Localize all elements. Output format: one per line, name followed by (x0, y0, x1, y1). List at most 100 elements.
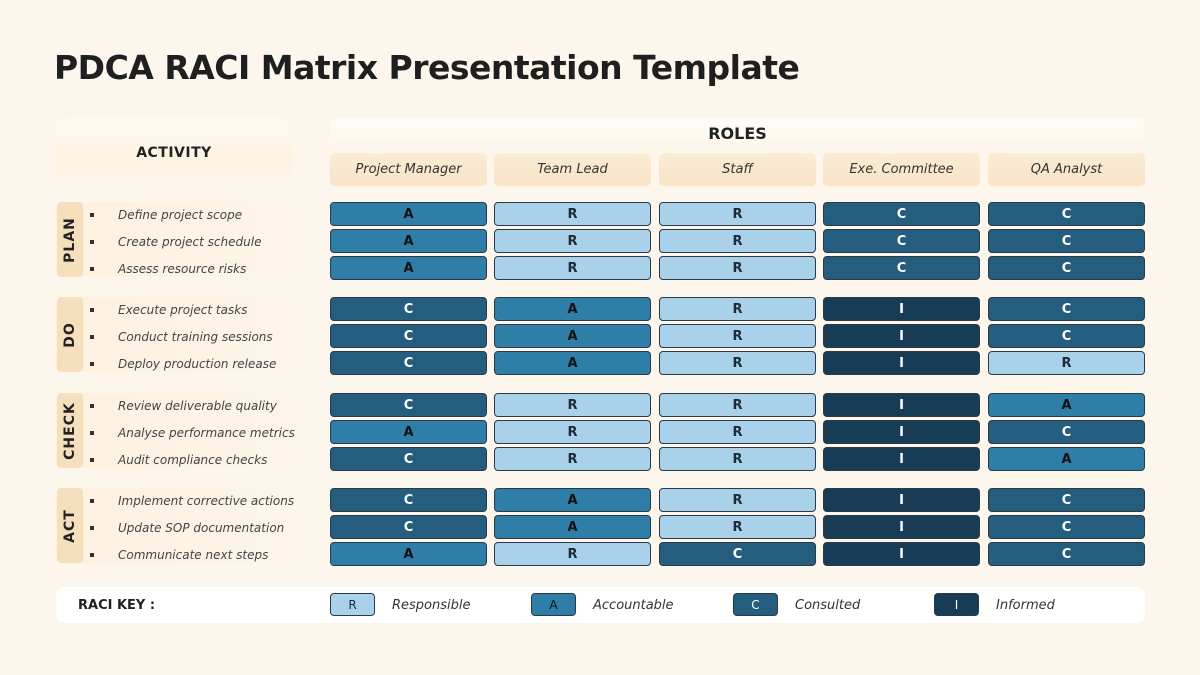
bullet-icon (90, 267, 94, 271)
raci-cell: I (823, 324, 980, 348)
raci-cell: I (823, 297, 980, 321)
phase-panel-do (56, 297, 324, 372)
raci-cell: R (659, 351, 816, 375)
raci-cell: R (494, 229, 651, 253)
raci-cell: R (494, 202, 651, 226)
raci-cell: A (988, 447, 1145, 471)
raci-cell: R (659, 256, 816, 280)
raci-cell: I (823, 447, 980, 471)
activity-label: Update SOP documentation (118, 521, 285, 535)
raci-cell: I (823, 393, 980, 417)
raci-cell: I (823, 542, 980, 566)
raci-cell: C (988, 256, 1145, 280)
raci-cell: A (494, 488, 651, 512)
phase-label-text: ACT (62, 508, 79, 543)
raci-cell: R (494, 447, 651, 471)
activity-row: Review deliverable quality (90, 394, 277, 418)
activity-label: Define project scope (118, 208, 243, 222)
activity-row: Assess resource risks (90, 257, 246, 281)
raci-cell: R (494, 393, 651, 417)
phase-label-text: CHECK (62, 401, 78, 460)
phase-label-plan: PLAN (57, 202, 83, 277)
raci-cell: C (988, 297, 1145, 321)
raci-cell: A (494, 297, 651, 321)
activity-label: Communicate next steps (118, 548, 269, 562)
raci-cell: R (659, 488, 816, 512)
raci-key-title: RACI KEY : (78, 597, 156, 613)
activity-label: Conduct training sessions (118, 330, 273, 344)
raci-cell: C (330, 324, 487, 348)
raci-cell: I (823, 351, 980, 375)
raci-cell: C (330, 297, 487, 321)
phase-panel-plan (56, 202, 324, 277)
activity-row: Conduct training sessions (90, 325, 273, 349)
raci-cell: R (988, 351, 1145, 375)
bullet-icon (90, 458, 94, 462)
raci-cell: C (330, 447, 487, 471)
activity-row: Deploy production release (90, 352, 276, 376)
phase-label-act: ACT (57, 488, 83, 563)
raci-cell: C (330, 488, 487, 512)
raci-cell: R (494, 542, 651, 566)
raci-cell: C (988, 229, 1145, 253)
raci-cell: C (988, 515, 1145, 539)
raci-cell: R (494, 420, 651, 444)
role-header-team-lead: Team Lead (494, 153, 651, 186)
raci-cell: R (659, 202, 816, 226)
raci-cell: A (330, 229, 487, 253)
raci-cell: C (988, 488, 1145, 512)
activity-label: Create project schedule (118, 235, 262, 249)
raci-cell: A (330, 420, 487, 444)
role-header-staff: Staff (659, 153, 816, 186)
bullet-icon (90, 553, 94, 557)
bullet-icon (90, 404, 94, 408)
raci-cell: C (330, 393, 487, 417)
raci-cell: R (659, 447, 816, 471)
key-label-consulted: Consulted (795, 597, 861, 613)
phase-panel-act (56, 488, 324, 563)
activity-label: Deploy production release (118, 357, 277, 371)
activity-column-header: ACTIVITY (56, 118, 292, 188)
bullet-icon (90, 499, 94, 503)
key-swatch-informed: I (934, 593, 979, 616)
roles-header: ROLES (330, 118, 1145, 148)
page-title: PDCA RACI Matrix Presentation Template (54, 48, 800, 87)
raci-cell: A (330, 256, 487, 280)
raci-cell: A (494, 324, 651, 348)
raci-cell: C (823, 229, 980, 253)
bullet-icon (90, 308, 94, 312)
phase-label-text: DO (62, 321, 78, 348)
raci-cell: R (659, 515, 816, 539)
role-header-qa-analyst: QA Analyst (988, 153, 1145, 186)
key-label-accountable: Accountable (593, 597, 674, 613)
raci-cell: C (330, 515, 487, 539)
activity-row: Audit compliance checks (90, 448, 267, 472)
bullet-icon (90, 240, 94, 244)
phase-panel-check (56, 393, 324, 468)
raci-cell: I (823, 515, 980, 539)
raci-cell: A (494, 351, 651, 375)
bullet-icon (90, 526, 94, 530)
activity-row: Create project schedule (90, 230, 261, 254)
raci-cell: C (988, 420, 1145, 444)
raci-cell: A (494, 515, 651, 539)
phase-label-do: DO (57, 297, 83, 372)
raci-cell: I (823, 420, 980, 444)
phase-label-text: PLAN (62, 216, 79, 263)
raci-cell: A (330, 542, 487, 566)
raci-cell: R (494, 256, 651, 280)
raci-cell: A (330, 202, 487, 226)
bullet-icon (90, 362, 94, 366)
role-header-exe-committee: Exe. Committee (823, 153, 980, 186)
activity-label: Implement corrective actions (118, 494, 295, 508)
raci-cell: C (988, 542, 1145, 566)
key-swatch-accountable: A (531, 593, 576, 616)
activity-label: Review deliverable quality (118, 399, 277, 413)
activity-row: Update SOP documentation (90, 516, 284, 540)
activity-row: Implement corrective actions (90, 489, 294, 513)
raci-cell: R (659, 420, 816, 444)
raci-cell: C (330, 351, 487, 375)
bullet-icon (90, 335, 94, 339)
raci-cell: R (659, 393, 816, 417)
raci-cell: C (988, 202, 1145, 226)
